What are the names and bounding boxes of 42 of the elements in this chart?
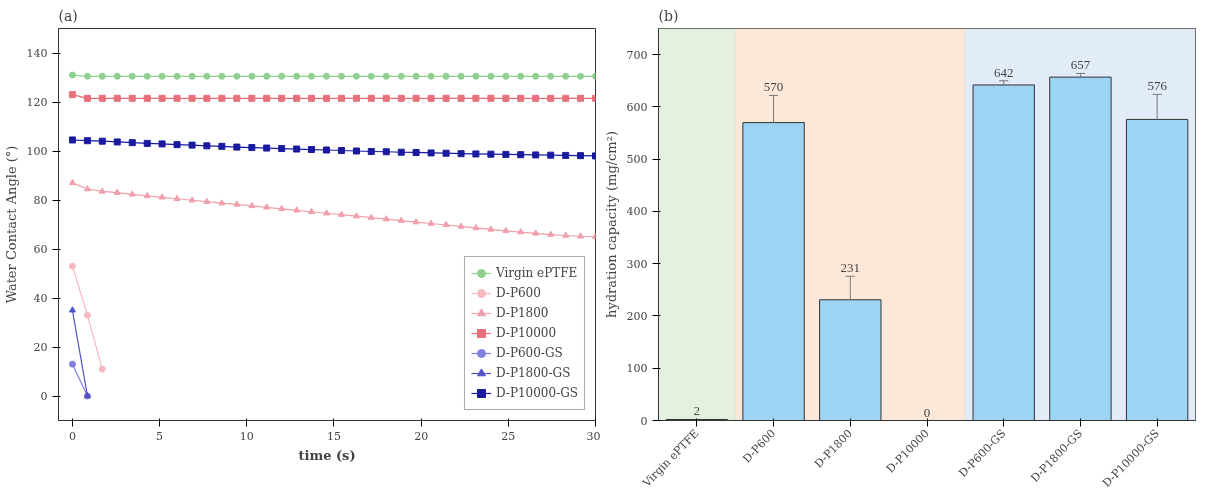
x-tick-label: 20 bbox=[414, 429, 429, 443]
data-label: 576 bbox=[1147, 78, 1168, 94]
y-tick-label: 200 bbox=[626, 309, 648, 323]
y-tick-label: 100 bbox=[26, 145, 48, 158]
legend-label: D-P600 bbox=[495, 286, 541, 300]
y-tick-label: 0 bbox=[40, 390, 48, 403]
y-tick-label: 100 bbox=[626, 362, 648, 376]
y-tick-label: 60 bbox=[33, 243, 48, 256]
y-tick-label: 80 bbox=[33, 194, 48, 207]
chart-title: (a) bbox=[58, 7, 78, 24]
legend-label: Virgin ePTFE bbox=[495, 266, 578, 280]
y-axis-title: Water Contact Angle (°) bbox=[3, 145, 19, 304]
x-tick-label: 30 bbox=[586, 429, 601, 443]
x-tick-label: 5 bbox=[156, 429, 164, 443]
x-axis-title: time (s) bbox=[298, 447, 356, 463]
chart-title: (b) bbox=[658, 7, 679, 24]
legend-label: D-P1800 bbox=[495, 306, 549, 320]
y-axis-title: hydration capacity (mg/cm²) bbox=[603, 131, 619, 318]
data-label: 2 bbox=[693, 403, 701, 419]
data-label: 231 bbox=[840, 260, 861, 276]
y-tick-label: 600 bbox=[626, 100, 648, 114]
y-tick-label: 40 bbox=[33, 292, 48, 305]
y-tick-label: 20 bbox=[33, 341, 48, 354]
y-tick-label: 0 bbox=[640, 414, 648, 428]
y-tick-label: 120 bbox=[26, 96, 48, 109]
y-tick-label: 700 bbox=[626, 48, 648, 62]
x-tick-label: 15 bbox=[326, 429, 341, 443]
x-tick-label: 25 bbox=[501, 429, 516, 443]
data-label: 642 bbox=[993, 64, 1014, 80]
data-label: 570 bbox=[763, 79, 784, 95]
y-tick-label: 300 bbox=[626, 257, 648, 271]
data-label: 657 bbox=[1070, 57, 1091, 73]
legend-label: D-P10000-GS bbox=[495, 386, 578, 400]
legend-label: D-P600-GS bbox=[495, 346, 563, 360]
legend-label: D-P10000 bbox=[495, 326, 557, 340]
x-tick-label: 0 bbox=[68, 429, 76, 443]
y-tick-label: 400 bbox=[626, 205, 648, 219]
legend-label: D-P1800-GS bbox=[495, 366, 571, 380]
y-tick-label: 500 bbox=[626, 153, 648, 167]
y-tick-label: 140 bbox=[26, 47, 48, 60]
x-tick-label: 10 bbox=[239, 429, 254, 443]
data-label: 0 bbox=[923, 404, 931, 420]
